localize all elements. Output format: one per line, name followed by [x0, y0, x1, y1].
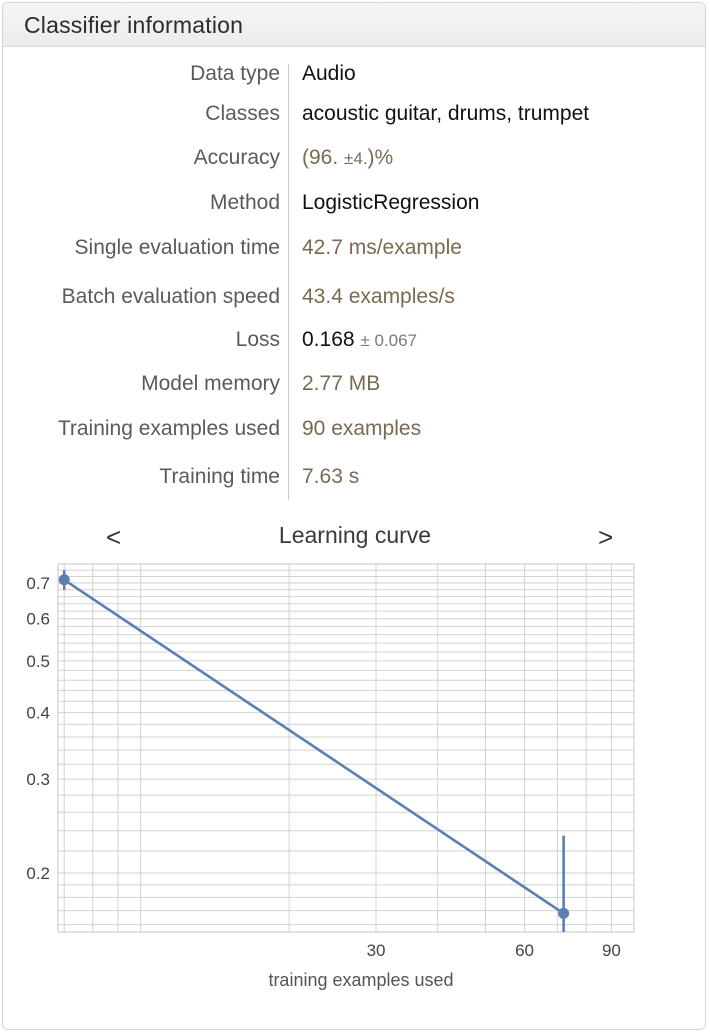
classes-value: acoustic guitar, drums, trumpet [302, 102, 590, 125]
batch-eval-label: Batch evaluation speed [61, 285, 280, 308]
chart-title: Learning curve [278, 522, 432, 548]
accuracy-value: (96. ±4.)% [302, 146, 393, 170]
loss-value: 0.168 ± 0.067 [302, 328, 417, 352]
row-memory: Model memory 2.77 MB [0, 372, 710, 402]
accuracy-label: Accuracy [193, 146, 280, 169]
chart-prev-button[interactable]: < [106, 522, 122, 552]
y-tick-label: 0.4 [26, 704, 50, 723]
data-point [558, 907, 570, 919]
plot-frame [57, 563, 635, 933]
series-line [63, 578, 565, 915]
learning-curve-chart: 0.2 0.3 0.4 0.5 0.6 0.7 30 60 90 [26, 563, 635, 960]
y-tick-label: 0.6 [26, 610, 50, 629]
time-label: Training time [159, 465, 280, 488]
accuracy-open: (96. [302, 146, 339, 169]
row-classes: Classes acoustic guitar, drums, trumpet [0, 102, 710, 132]
x-axis-title: training examples used [268, 970, 454, 990]
row-loss: Loss 0.168 ± 0.067 [0, 328, 710, 358]
loss-label: Loss [235, 328, 280, 351]
data-type-value: Audio [302, 62, 356, 85]
memory-label: Model memory [141, 372, 280, 395]
method-value: LogisticRegression [302, 191, 480, 214]
label-value-divider [288, 64, 289, 500]
x-tick-label: 60 [515, 941, 534, 960]
method-label: Method [209, 191, 280, 214]
accuracy-close: )% [367, 146, 394, 169]
row-batch-eval: Batch evaluation speed 43.4 examples/s [0, 285, 710, 315]
loss-number: 0.168 [302, 328, 355, 351]
y-tick-label: 0.2 [26, 864, 50, 883]
chart-next-button[interactable]: > [598, 522, 614, 552]
data-type-label: Data type [190, 62, 280, 85]
panel-title: Classifier information [24, 12, 244, 38]
time-value: 7.63 s [302, 465, 360, 488]
panel-header: Classifier information [3, 3, 705, 47]
single-eval-label: Single evaluation time [74, 236, 280, 259]
classes-label: Classes [205, 102, 280, 125]
data-point [58, 574, 70, 586]
examples-label: Training examples used [57, 417, 280, 440]
row-examples: Training examples used 90 examples [0, 417, 710, 447]
x-tick-label: 30 [367, 941, 386, 960]
examples-value: 90 examples [302, 417, 422, 440]
row-accuracy: Accuracy (96. ±4.)% [0, 146, 710, 176]
x-tick-label: 90 [602, 941, 621, 960]
accuracy-pm: ±4. [344, 149, 368, 168]
row-method: Method LogisticRegression [0, 191, 710, 221]
row-single-eval: Single evaluation time 42.7 ms/example [0, 236, 710, 266]
y-tick-label: 0.7 [26, 574, 50, 593]
batch-eval-value: 43.4 examples/s [302, 285, 455, 308]
loss-pm: ± 0.067 [360, 331, 418, 350]
single-eval-value: 42.7 ms/example [302, 236, 462, 259]
row-time: Training time 7.63 s [0, 465, 710, 495]
row-data-type: Data type Audio [0, 62, 710, 92]
y-tick-label: 0.5 [26, 652, 50, 671]
memory-value: 2.77 MB [302, 372, 381, 395]
y-tick-label: 0.3 [26, 770, 50, 789]
